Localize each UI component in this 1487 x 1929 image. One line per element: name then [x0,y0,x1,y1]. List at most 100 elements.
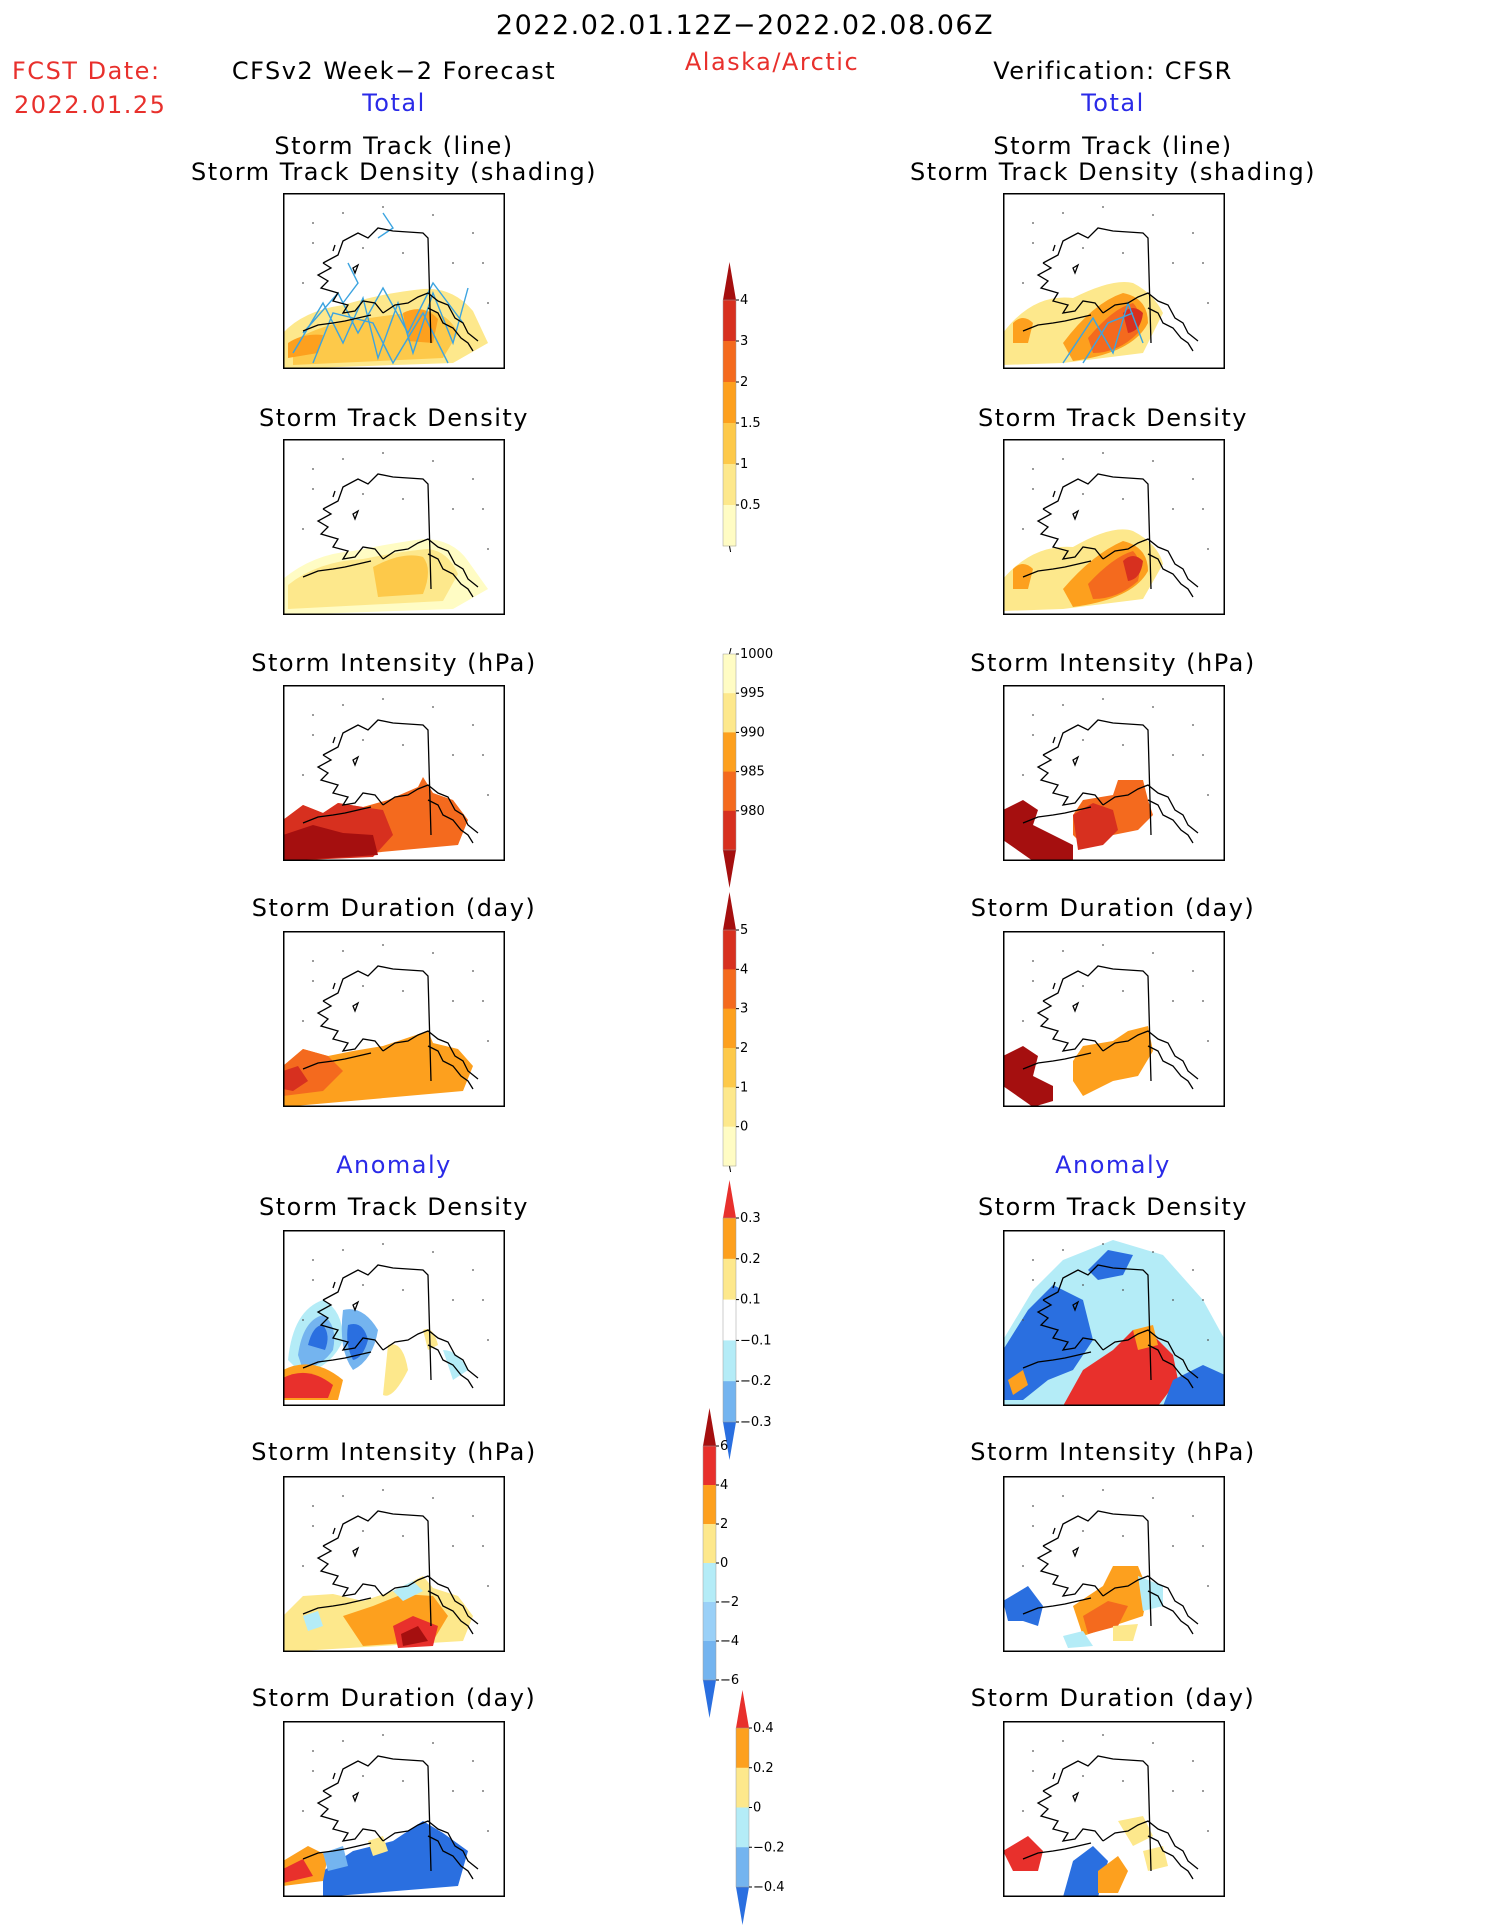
alaska-coastline [1003,1476,1225,1652]
grid-dot [402,498,404,500]
coastline-segment [1147,1835,1194,1880]
grid-dot [482,1000,484,1002]
grid-dot [1152,706,1154,708]
left-intensity-title: Storm Intensity (hPa) [251,649,537,677]
left-anomaly-label: Anomaly [336,1151,452,1179]
grid-dot [1207,794,1209,796]
grid-dot [487,1830,489,1832]
grid-dot [1192,970,1194,972]
grid-dot [482,754,484,756]
colorbar-tick-label: −2 [720,1595,739,1610]
colorbar-tick-label: −0.2 [740,1374,772,1389]
grid-dot [1022,282,1024,284]
grid-dot [472,1515,474,1517]
coastline-segment [1102,538,1199,588]
grid-dot [1152,460,1154,462]
grid-dot [432,1497,434,1499]
alaska-coastline [283,193,505,369]
grid-dot [342,1249,344,1251]
grid-dot [1122,744,1124,746]
grid-dot [402,1289,404,1291]
grid-dot [432,706,434,708]
grid-dot [1202,1299,1204,1301]
period-title: 2022.02.01.12Z−2022.02.08.06Z [495,10,995,41]
coastline-segment [1102,1329,1199,1379]
coastline-segment [322,473,432,590]
coastline-segment [427,1835,474,1880]
map-frame [1003,193,1225,369]
coastline-segment [1036,754,1104,806]
grid-dot [312,734,314,736]
right-total-label: Total [1081,89,1145,117]
grid-dot [1032,1259,1034,1261]
coastline-segment [332,736,360,767]
left-storm-track-density-map [283,439,505,615]
colorbar-tick-label: 2 [740,375,748,390]
colorbar-tick-label: 1 [740,457,748,472]
grid-dot [1082,247,1084,249]
grid-dot [1022,774,1024,776]
grid-dot [1022,528,1024,530]
coastline-segment [316,1299,384,1351]
coastline-segment [382,1575,479,1625]
colorbar-segment [723,771,736,812]
grid-dot [432,1742,434,1744]
coastline-segment [332,982,360,1013]
colorbar-tip-top [703,1408,716,1446]
right-storm-track-map [1003,193,1225,369]
grid-dot [1022,1319,1024,1321]
grid-dot [1102,1489,1104,1491]
colorbar-tip-top [723,892,736,930]
coastline-segment [1102,784,1199,834]
grid-dot [482,508,484,510]
coastline-segment [1102,1575,1199,1625]
colorbar-tick-label: 4 [720,1478,728,1493]
colorbar-segment [723,464,736,506]
colorbar-segment [723,1087,736,1128]
colorbar-segment [723,1048,736,1088]
grid-dot [472,1269,474,1271]
grid-dot [302,1565,304,1567]
alaska-coastline [1003,439,1225,615]
coastline-segment [382,538,479,588]
left-anom-density-title: Storm Track Density [259,1193,529,1221]
left-anom-density-map [283,1230,505,1406]
grid-dot [382,1489,384,1491]
colorbar-tick-label: 2 [720,1517,728,1532]
colorbar-tick-label: 5 [740,923,748,938]
grid-dot [472,1760,474,1762]
colorbar-end-line [729,545,734,569]
grid-dot [482,262,484,264]
colorbar-tip-bottom [703,1680,716,1718]
right-track-shading-title: Storm Track Density (shading) [909,158,1317,186]
right-storm-track-density-map [1003,439,1225,615]
grid-dot [1032,960,1034,962]
grid-dot [402,744,404,746]
grid-dot [382,1243,384,1245]
coastline-segment [1147,1344,1194,1389]
grid-dot [1152,1497,1154,1499]
grid-dot [452,262,454,264]
grid-dot [1082,1530,1084,1532]
grid-dot [1122,1780,1124,1782]
grid-dot [1122,1289,1124,1291]
coastline-segment [427,1045,474,1090]
colorbar-segment [703,1524,716,1564]
grid-dot [312,1279,314,1281]
colorbar-tick-label: 1.5 [740,416,761,431]
grid-dot [302,1810,304,1812]
grid-dot [452,508,454,510]
coastline-segment [1036,1790,1104,1842]
colorbar-segment [723,732,736,773]
colorbar-segment [703,1641,716,1681]
colorbar-tick-label: 0 [753,1801,761,1816]
grid-dot [432,214,434,216]
grid-dot [1172,1545,1174,1547]
map-frame [1003,1721,1225,1897]
colorbar-segment [723,693,736,733]
coastline-segment [1022,1842,1092,1860]
coastline-segment [1052,244,1080,275]
colorbar-tick-label: 0.4 [753,1721,774,1736]
map-frame [283,1230,505,1406]
grid-dot [1202,508,1204,510]
